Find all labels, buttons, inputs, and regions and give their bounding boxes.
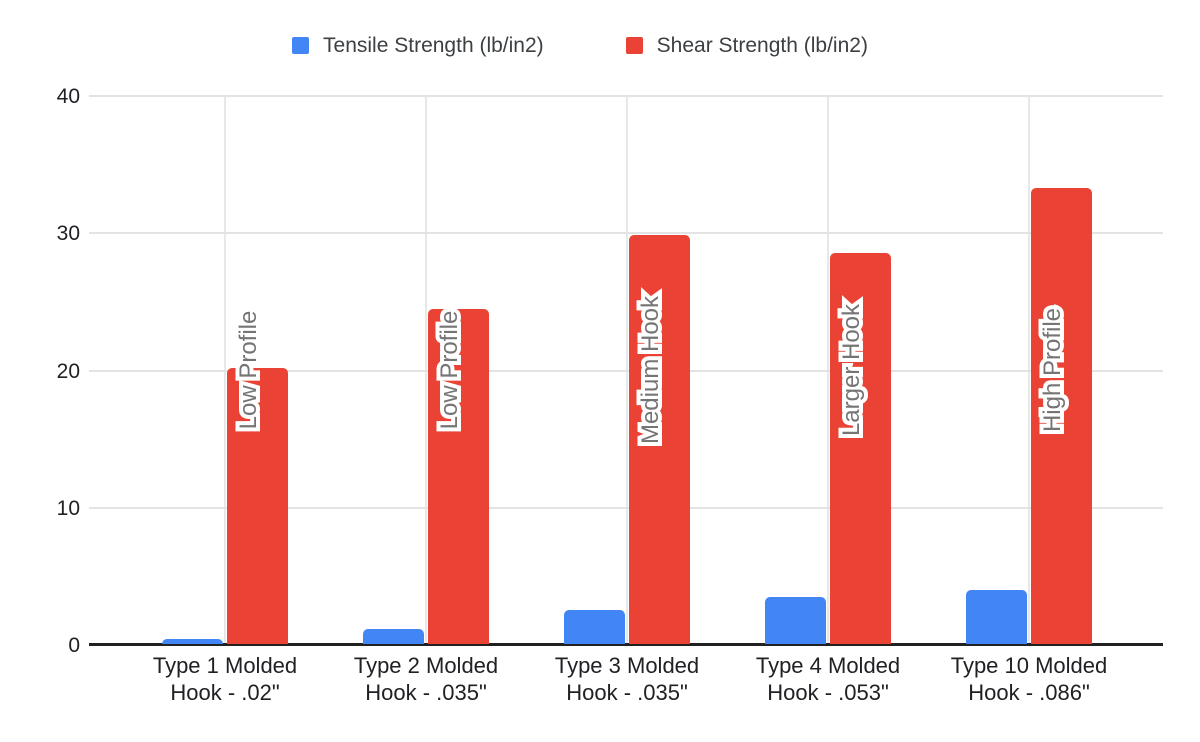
tensile-bar[interactable] xyxy=(162,638,223,644)
horizontal-gridline xyxy=(89,95,1163,97)
shear-bar[interactable] xyxy=(428,309,489,644)
shear-bar[interactable] xyxy=(1031,188,1092,644)
x-axis-label-line: Type 10 Molded xyxy=(950,653,1108,678)
x-axis-label-line: Type 1 Molded xyxy=(152,653,298,678)
y-axis-tick-label: 0 xyxy=(68,634,80,657)
x-axis-label-line: Type 4 Molded xyxy=(755,653,901,678)
shear-bar[interactable] xyxy=(629,234,690,644)
x-axis-label-line: Hook - .053" xyxy=(767,680,889,705)
tensile-bar[interactable] xyxy=(966,590,1027,644)
legend-item-shear[interactable]: Shear Strength (lb/in2) xyxy=(625,33,868,57)
chart-legend: Tensile Strength (lb/in2) Shear Strength… xyxy=(0,28,1160,62)
x-axis-label-line: Type 2 Molded xyxy=(353,653,499,678)
x-axis-category-label: Type 3 Molded Hook - .035" xyxy=(512,652,742,706)
x-axis-category-label: Type 2 Molded Hook - .035" xyxy=(311,652,541,706)
legend-swatch-shear-icon xyxy=(625,36,643,54)
x-axis-category-label: Type 4 Molded Hook - .053" xyxy=(713,652,943,706)
bar-annotation-text: Larger Hook xyxy=(837,303,865,437)
y-axis-tick-label: 20 xyxy=(56,359,80,383)
tensile-bar[interactable] xyxy=(765,597,826,644)
legend-label-tensile: Tensile Strength (lb/in2) xyxy=(323,33,544,57)
x-axis-label-line: Type 3 Molded xyxy=(554,653,700,678)
horizontal-gridline xyxy=(89,506,1163,509)
y-axis-tick-label: 30 xyxy=(56,222,80,246)
horizontal-gridline xyxy=(89,369,1163,372)
tensile-bar[interactable] xyxy=(564,609,625,644)
x-axis-label-line: Hook - .086" xyxy=(968,680,1090,705)
x-axis-category-label: Type 1 Molded Hook - .02" xyxy=(110,652,340,706)
horizontal-gridline xyxy=(89,232,1163,235)
bar-annotation-text: Low Profile xyxy=(234,310,262,430)
x-axis-category-label: Type 10 Molded Hook - .086" xyxy=(914,652,1144,706)
legend-swatch-tensile-icon xyxy=(292,36,310,54)
bar-annotation-text: High Profile xyxy=(1038,307,1066,433)
x-axis-line xyxy=(89,643,1163,646)
y-axis-tick-label: 40 xyxy=(56,85,80,108)
x-axis-label-line: Hook - .02" xyxy=(170,680,280,705)
x-axis-label-line: Hook - .035" xyxy=(365,680,487,705)
shear-bar[interactable] xyxy=(227,368,288,644)
bar-annotation-text: Low Profile xyxy=(435,310,463,430)
legend-label-shear: Shear Strength (lb/in2) xyxy=(656,33,868,57)
y-axis-tick-label: 10 xyxy=(56,496,80,520)
legend-item-tensile[interactable]: Tensile Strength (lb/in2) xyxy=(292,35,544,56)
shear-bar[interactable] xyxy=(830,252,891,644)
x-axis-label-line: Hook - .035" xyxy=(566,680,688,705)
tensile-bar[interactable] xyxy=(363,628,424,644)
bar-annotation-text: Medium Hook xyxy=(636,295,664,445)
